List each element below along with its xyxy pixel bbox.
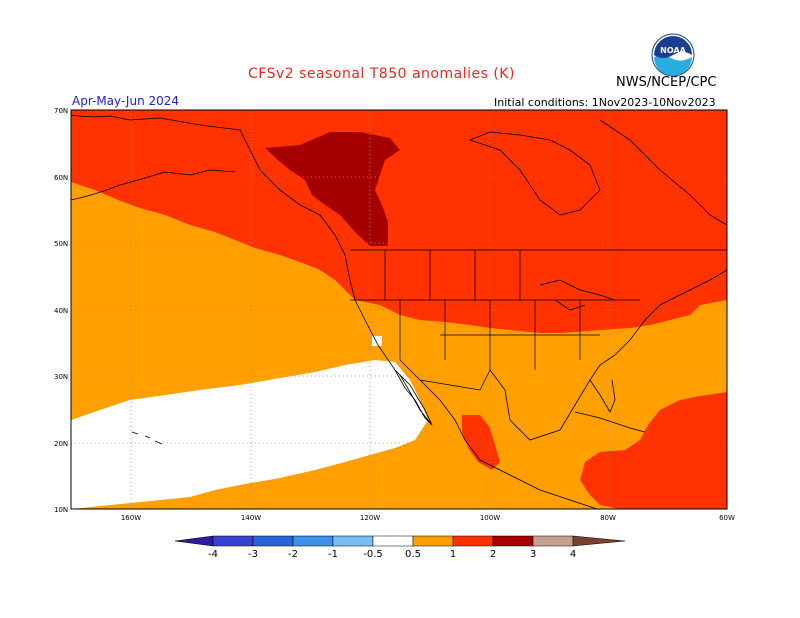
lat-label: 70N [54, 107, 68, 115]
lat-label: 10N [54, 506, 68, 514]
lon-label: 160W [121, 514, 141, 522]
colorbar-label: 3 [530, 549, 536, 560]
lat-label: 60N [54, 174, 68, 182]
lon-label: 120W [360, 514, 380, 522]
colorbar-label: -0.5 [363, 549, 383, 560]
colorbar-segment [252, 535, 294, 547]
colorbar-label: -3 [248, 549, 258, 560]
colorbar-arrow-high [572, 535, 626, 547]
lat-label: 40N [54, 307, 68, 315]
lon-label: 100W [480, 514, 500, 522]
svg-text:NOAA: NOAA [660, 46, 686, 55]
anomaly-zone-white-small [372, 336, 382, 346]
colorbar-label: -2 [288, 549, 298, 560]
lat-label: 30N [54, 373, 68, 381]
anomaly-zone-white-pacific [71, 360, 428, 509]
political-borders [350, 249, 727, 391]
colorbar-segment [372, 535, 414, 547]
colorbar-label: 0.5 [405, 549, 421, 560]
agency-label: NWS/NCEP/CPC [616, 75, 717, 90]
longitude-labels: 160W 140W 120W 100W 80W 60W [121, 514, 735, 522]
colorbar-arrow-low [174, 535, 214, 547]
noaa-logo: NOAA [651, 33, 695, 77]
colorbar: -4 -3 -2 -1 -0.5 0.5 1 2 3 4 [174, 535, 626, 560]
lon-label: 140W [241, 514, 261, 522]
colorbar-segment [452, 535, 494, 547]
initial-conditions-label: Initial conditions: 1Nov2023-10Nov2023 [494, 96, 716, 109]
map-title: CFSv2 seasonal T850 anomalies (K) [248, 66, 515, 82]
colorbar-segment [212, 535, 254, 547]
coastlines [71, 114, 727, 509]
colorbar-segment [492, 535, 534, 547]
colorbar-segment [292, 535, 334, 547]
season-label: Apr-May-Jun 2024 [72, 94, 180, 108]
lon-label: 80W [600, 514, 616, 522]
colorbar-label: 4 [570, 549, 576, 560]
colorbar-label: -1 [328, 549, 338, 560]
latitude-labels: 70N 60N 50N 40N 30N 20N 10N [54, 107, 68, 514]
colorbar-label: 2 [490, 549, 496, 560]
colorbar-label: -4 [208, 549, 218, 560]
lat-label: 20N [54, 440, 68, 448]
map-frame [70, 109, 728, 510]
colorbar-label: 1 [450, 549, 456, 560]
colorbar-segment [532, 535, 574, 547]
colorbar-segment [332, 535, 374, 547]
anomaly-zone-red-mexico [462, 415, 500, 470]
colorbar-segment [412, 535, 454, 547]
anomaly-zone-darkred [265, 132, 400, 246]
anomaly-zone-red-north [71, 110, 727, 333]
lon-label: 60W [719, 514, 735, 522]
lat-label: 50N [54, 240, 68, 248]
anomaly-zone-red-southeast [580, 392, 727, 509]
